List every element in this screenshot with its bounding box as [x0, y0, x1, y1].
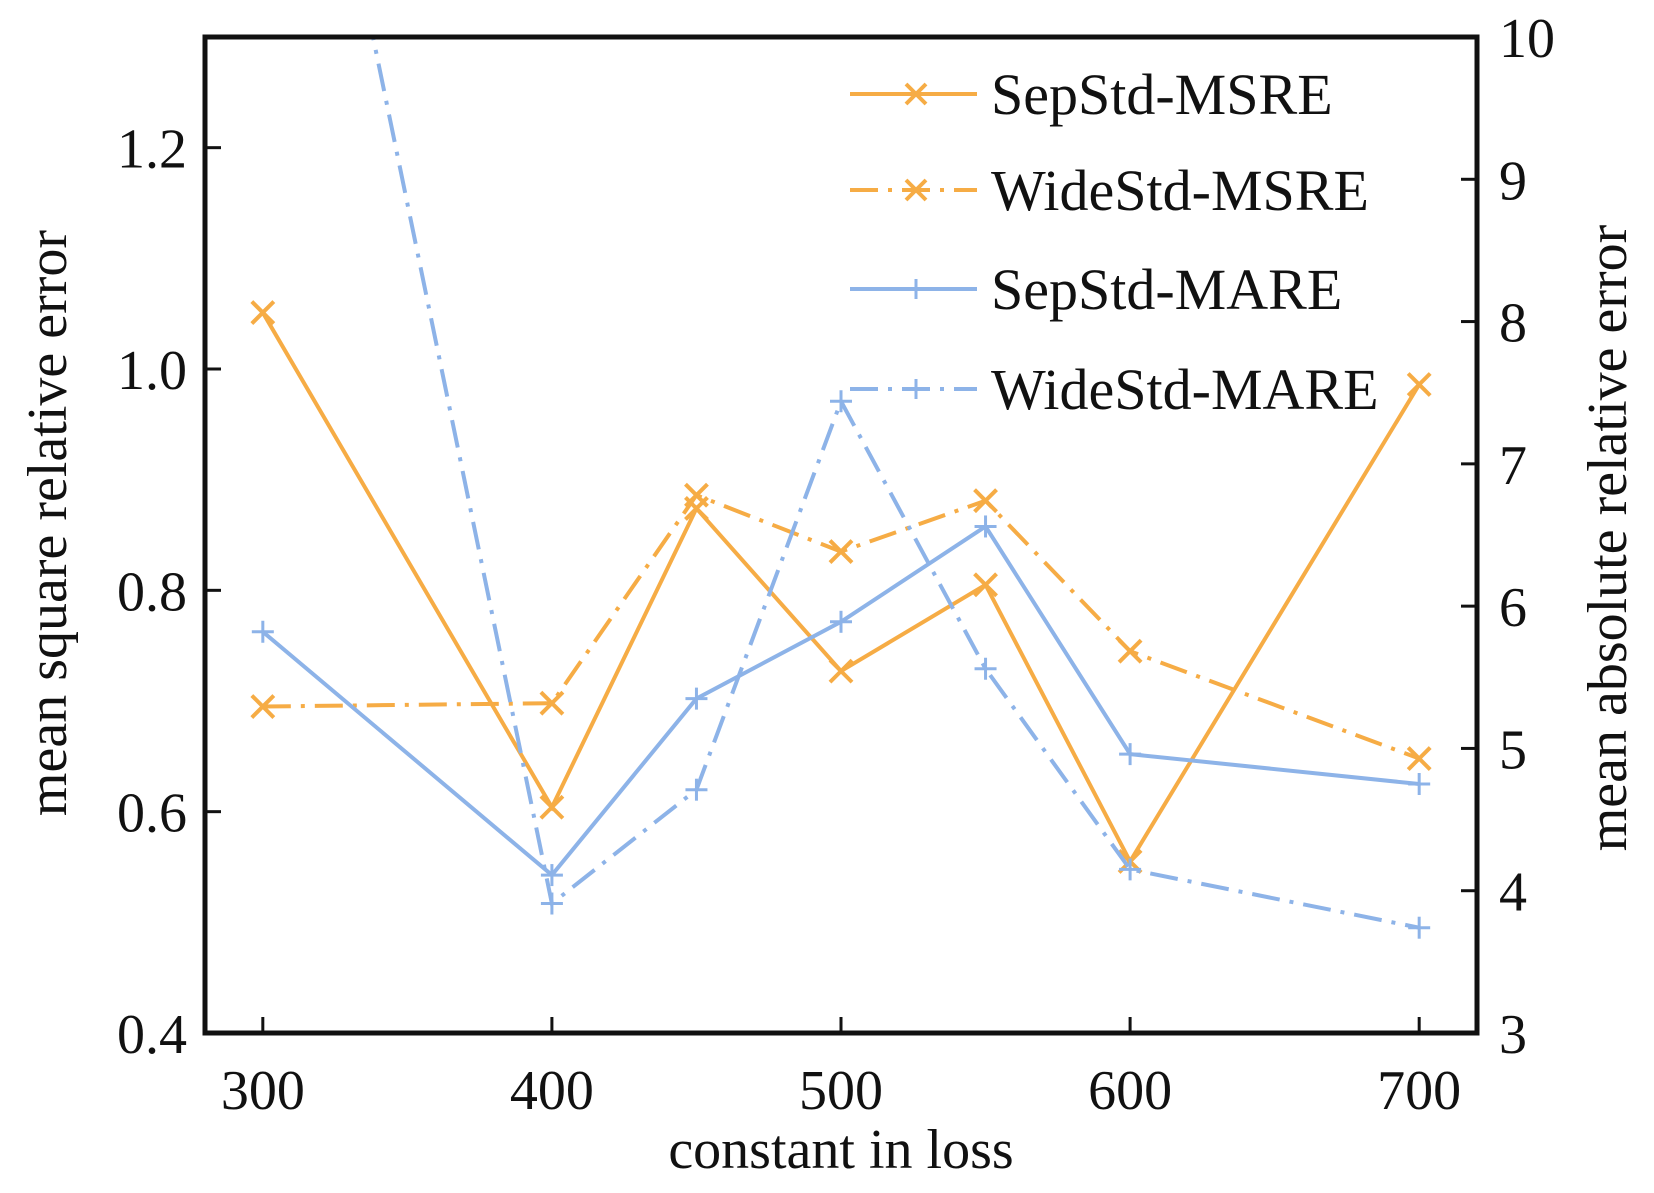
data-point [1406, 746, 1432, 771]
left-y-tick-label: 1.2 [117, 119, 187, 181]
data-point [250, 300, 276, 325]
data-point [1119, 743, 1142, 766]
data-point [828, 539, 854, 565]
data-point [974, 657, 997, 680]
right-y-tick-label: 8 [1499, 293, 1527, 355]
data-point [974, 515, 997, 538]
data-point [540, 864, 563, 887]
data-point [1408, 916, 1431, 939]
x-tick-label: 500 [799, 1060, 883, 1122]
data-point [828, 658, 854, 684]
data-point [250, 694, 276, 719]
series-layer [250, 37, 1432, 939]
axes [202, 34, 1480, 1036]
left-y-axis-title: mean square relative error [17, 230, 79, 816]
right-y-tick-label: 5 [1499, 719, 1527, 781]
left-y-tick-label: 1.0 [117, 340, 187, 402]
legend-label: WideStd-MARE [991, 357, 1379, 422]
legend-item: SepStd-MARE [850, 257, 1342, 322]
left-y-tick-label: 0.8 [117, 561, 187, 623]
left-y-tick-label: 0.6 [117, 783, 187, 845]
legend-item: SepStd-MSRE [850, 62, 1333, 127]
series-widestd-msre [250, 482, 1432, 771]
data-point [830, 610, 852, 633]
data-point [251, 620, 274, 643]
data-point [973, 488, 998, 514]
data-point [539, 690, 565, 716]
legend-item: WideStd-MARE [850, 357, 1379, 422]
right-y-tick-label: 10 [1499, 8, 1555, 70]
x-tick-label: 400 [510, 1060, 594, 1122]
right-y-tick-label: 4 [1499, 862, 1527, 924]
data-point [973, 572, 998, 598]
data-point [540, 892, 563, 915]
legend-label: SepStd-MARE [991, 257, 1342, 322]
series-line [261, 523, 1420, 878]
data-point [1117, 638, 1143, 664]
right-y-tick-label: 3 [1499, 1004, 1527, 1066]
series-line [370, 37, 1420, 930]
x-axis-title: constant in loss [668, 1119, 1013, 1181]
data-point [685, 778, 708, 801]
x-tick-label: 600 [1088, 1060, 1172, 1122]
data-point [684, 482, 709, 508]
series-widestd-mare [370, 37, 1431, 939]
legend: SepStd-MSRE WideStd-MSRE SepStd-MARE WideSt… [850, 62, 1379, 422]
series-sepstd-mare [251, 515, 1431, 887]
x-tick-label: 300 [221, 1060, 305, 1122]
right-y-tick-label: 9 [1499, 150, 1527, 212]
left-y-tick-label: 0.4 [117, 1004, 187, 1066]
legend-item: WideStd-MSRE [850, 158, 1369, 223]
right-y-tick-label: 6 [1499, 577, 1527, 639]
data-point [1406, 372, 1432, 397]
legend-label: SepStd-MSRE [991, 62, 1333, 127]
x-tick-label: 700 [1377, 1060, 1461, 1122]
data-point [685, 687, 708, 710]
data-point [1119, 858, 1142, 881]
legend-label: WideStd-MSRE [991, 158, 1369, 223]
data-point [539, 794, 565, 820]
tick-labels: 300 400 500 600 700 0.4 0.6 0.8 1.0 1.2 3 4 5 6 7 8 9 10 [117, 8, 1555, 1122]
right-y-tick-label: 7 [1499, 435, 1527, 497]
data-point [1408, 773, 1431, 795]
right-y-axis-title: mean absolute relative error [1577, 224, 1639, 851]
data-point [830, 390, 852, 413]
